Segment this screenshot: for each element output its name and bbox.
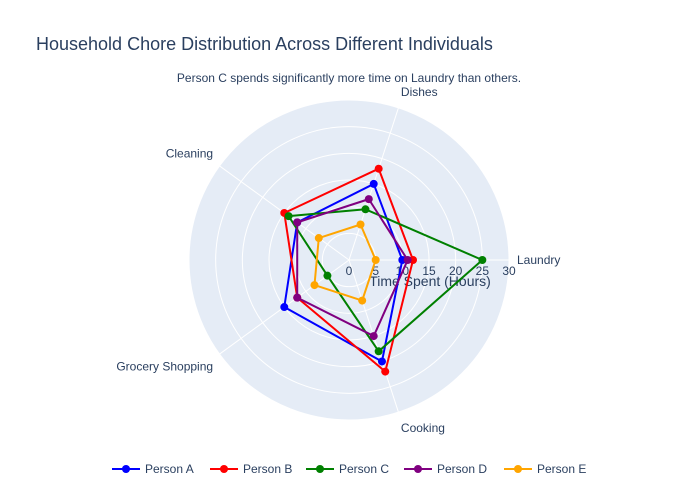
- data-point-person-b-dishes[interactable]: [374, 164, 383, 173]
- radial-tick-label: 30: [502, 264, 516, 278]
- legend[interactable]: Person A Person B Person C Person D Person E: [112, 462, 586, 476]
- chart-title: Household Chore Distribution Across Diff…: [36, 34, 493, 54]
- legend-item-person-b[interactable]: Person B: [210, 462, 292, 476]
- legend-marker: [514, 465, 522, 473]
- series-line-person-d: [296, 198, 409, 338]
- data-point-person-c-laundry[interactable]: [478, 256, 487, 264]
- category-label-laundry: Laundry: [517, 253, 560, 267]
- data-point-person-d-cleaning[interactable]: [293, 218, 302, 227]
- legend-item-person-d[interactable]: Person D: [404, 462, 487, 476]
- data-point-person-a-grocery-shopping[interactable]: [280, 303, 289, 312]
- data-point-person-e-dishes[interactable]: [356, 220, 365, 229]
- category-label-dishes: Dishes: [401, 85, 438, 99]
- data-point-person-e-cooking[interactable]: [358, 296, 367, 305]
- data-point-person-d-grocery-shopping[interactable]: [293, 293, 302, 302]
- data-point-person-d-cooking[interactable]: [369, 332, 378, 341]
- legend-marker: [414, 465, 422, 473]
- series-person-e: [310, 220, 380, 305]
- legend-item-person-c[interactable]: Person C: [306, 462, 389, 476]
- legend-marker: [220, 465, 228, 473]
- data-point-person-d-dishes[interactable]: [364, 195, 373, 204]
- data-point-person-e-grocery-shopping[interactable]: [310, 281, 319, 290]
- category-label-cleaning: Cleaning: [166, 146, 213, 160]
- legend-label: Person B: [243, 462, 292, 476]
- radial-tick-label: 0: [346, 264, 353, 278]
- series-person-d: [293, 195, 412, 341]
- legend-marker: [316, 465, 324, 473]
- legend-marker: [122, 465, 130, 473]
- category-label-cooking: Cooking: [401, 421, 445, 435]
- data-point-person-e-cleaning[interactable]: [314, 234, 323, 243]
- series-person-c: [284, 205, 487, 356]
- series-line-person-b: [283, 167, 414, 373]
- radial-axis-title: Time Spent (Hours): [369, 273, 491, 289]
- data-point-person-c-cooking[interactable]: [374, 347, 383, 356]
- radial-tick-label: 20: [449, 264, 463, 278]
- radial-tick-label: 5: [372, 264, 379, 278]
- series-layer: [280, 164, 487, 376]
- legend-item-person-e[interactable]: Person E: [504, 462, 586, 476]
- chart-subtitle: Person C spends significantly more time …: [177, 71, 521, 85]
- data-point-person-c-dishes[interactable]: [361, 205, 370, 214]
- legend-label: Person D: [437, 462, 487, 476]
- radial-tick-label: 25: [476, 264, 490, 278]
- polar-area: Laundry Dishes Cleaning Grocery Shopping Coo…: [116, 85, 560, 435]
- legend-label: Person A: [145, 462, 194, 476]
- data-point-person-a-cooking[interactable]: [377, 357, 386, 366]
- series-line-person-e: [313, 223, 377, 302]
- data-point-person-d-laundry[interactable]: [403, 256, 412, 264]
- data-point-person-a-dishes[interactable]: [369, 179, 378, 188]
- data-point-person-c-cleaning[interactable]: [284, 212, 293, 221]
- category-label-grocery-shopping: Grocery Shopping: [116, 360, 213, 374]
- legend-label: Person C: [339, 462, 389, 476]
- legend-item-person-a[interactable]: Person A: [112, 462, 194, 476]
- legend-label: Person E: [537, 462, 586, 476]
- radial-tick-label: 15: [422, 264, 436, 278]
- series-line-person-c: [287, 208, 484, 353]
- data-point-person-b-cooking[interactable]: [381, 367, 390, 376]
- data-point-person-e-laundry[interactable]: [371, 256, 380, 264]
- data-point-person-c-grocery-shopping[interactable]: [323, 271, 332, 280]
